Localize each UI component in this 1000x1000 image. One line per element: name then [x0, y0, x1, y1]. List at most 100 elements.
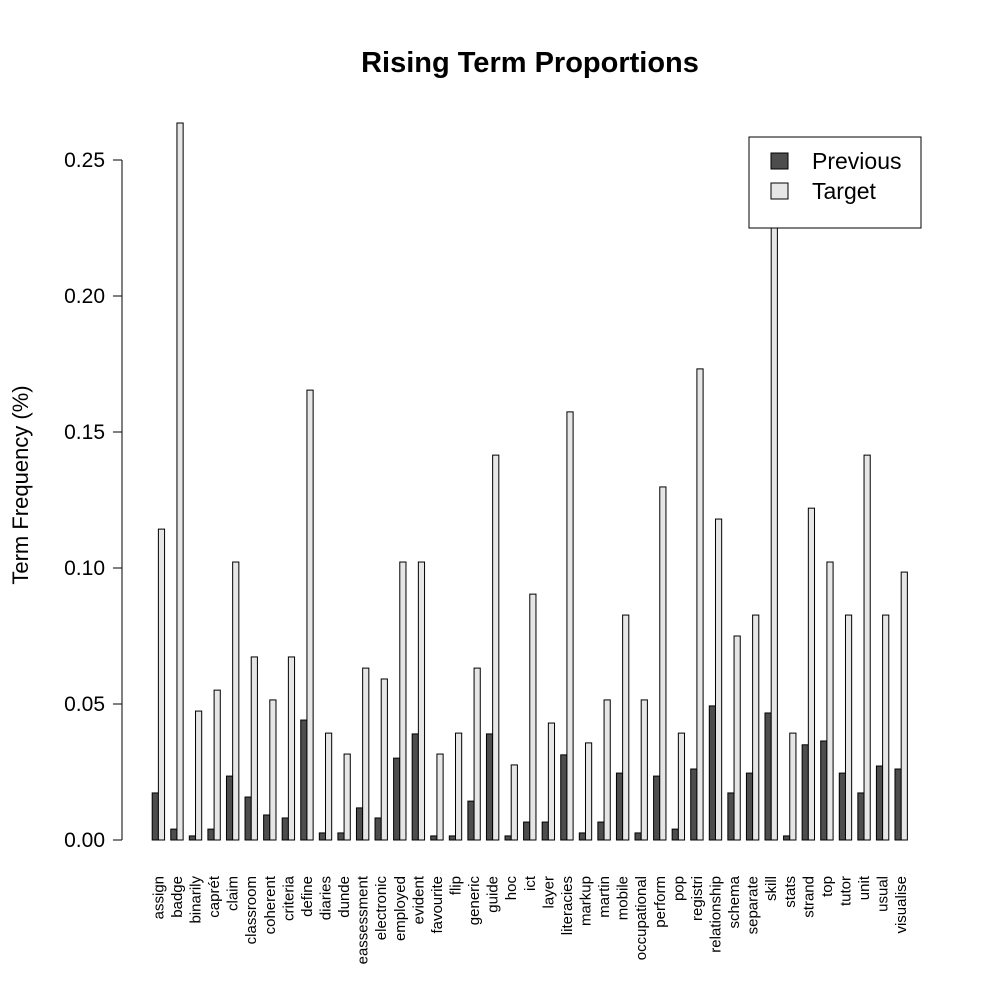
y-tick-label: 0.05: [64, 693, 105, 716]
bar: [541, 821, 549, 841]
legend-label: Target: [812, 178, 877, 204]
legend-swatch: [770, 152, 789, 170]
bar: [603, 699, 611, 841]
bar: [467, 800, 475, 841]
bar: [269, 699, 277, 841]
bar: [287, 656, 296, 841]
bar: [894, 768, 902, 841]
bar: [325, 732, 333, 841]
bar: [560, 754, 568, 841]
bar: [523, 821, 531, 841]
x-tick-label: schema: [726, 875, 743, 928]
y-tick-label: 0.25: [64, 149, 105, 172]
bar: [374, 817, 382, 841]
x-tick-label: literacies: [559, 876, 576, 935]
bar: [882, 614, 890, 841]
x-tick-label: favourite: [429, 876, 446, 934]
x-tick-label: badge: [169, 876, 186, 918]
bar: [355, 807, 364, 841]
bar: [727, 792, 735, 841]
y-tick-label: 0.20: [64, 285, 105, 308]
bar: [492, 454, 500, 841]
bar: [473, 667, 481, 841]
bar: [510, 764, 518, 841]
bar: [244, 796, 252, 841]
bar: [213, 689, 221, 841]
x-tick-label: flip: [448, 876, 465, 895]
bar: [714, 518, 723, 841]
bar: [195, 710, 203, 841]
bar: [281, 817, 289, 841]
x-tick-label: coherent: [262, 875, 279, 934]
x-tick-label: layer: [540, 876, 557, 909]
bar: [863, 454, 871, 841]
chart-title: Rising Term Proportions: [361, 47, 699, 79]
x-tick-label: pop: [670, 876, 687, 901]
x-tick-label: markup: [577, 876, 594, 926]
x-tick-label: martin: [596, 876, 613, 918]
bar: [300, 719, 308, 841]
x-tick-label: dunde: [336, 876, 353, 918]
bar: [690, 768, 698, 841]
bar: [745, 772, 754, 841]
bar: [529, 593, 537, 841]
y-axis-label: Term Frequency (%): [8, 385, 33, 584]
bar: [752, 614, 760, 841]
bar: [801, 744, 809, 841]
bar: [807, 507, 816, 841]
x-tick-label: top: [819, 876, 836, 897]
bar: [170, 828, 178, 841]
legend-label: Previous: [812, 148, 901, 174]
bar: [597, 821, 605, 841]
bar: [677, 732, 686, 841]
bar: [708, 705, 716, 841]
bar: [455, 732, 463, 841]
bar: [634, 832, 642, 841]
bar: [789, 732, 797, 841]
bar: [151, 792, 159, 841]
bar: [306, 389, 314, 841]
x-tick-label: generic: [466, 876, 483, 926]
x-tick-label: hoc: [503, 876, 520, 901]
bar: [504, 835, 512, 841]
x-tick-label: claim: [225, 876, 242, 911]
y-tick-label: 0.00: [64, 829, 105, 852]
bar: [232, 561, 240, 841]
legend-swatch: [770, 182, 789, 200]
bar: [733, 635, 741, 841]
bar: [430, 835, 438, 841]
bar: [399, 561, 407, 841]
bar: [448, 835, 456, 841]
bar: [578, 832, 586, 841]
x-tick-label: registri: [689, 876, 706, 921]
bar: [770, 197, 778, 841]
bar: [653, 775, 661, 841]
bar: [157, 528, 166, 841]
x-tick-label: evident: [410, 875, 427, 924]
bar: [436, 753, 444, 841]
x-tick-label: relationship: [707, 876, 724, 953]
x-tick-label: strand: [800, 876, 817, 918]
x-tick-label: mobile: [615, 876, 632, 920]
bar: [337, 832, 345, 841]
bar: [838, 772, 846, 841]
bar: [547, 722, 556, 841]
bar: [857, 792, 865, 841]
bar: [900, 571, 908, 841]
x-tick-label: binarily: [188, 876, 205, 924]
bar: [826, 561, 834, 841]
x-tick-label: electronic: [373, 876, 390, 941]
bar: [844, 614, 853, 841]
x-tick-label: separate: [745, 876, 762, 934]
x-tick-label: guide: [485, 876, 502, 913]
bar: [615, 772, 624, 841]
bar: [783, 835, 791, 841]
bar: [659, 486, 667, 841]
x-tick-label: employed: [392, 876, 409, 941]
bar: [225, 775, 234, 841]
bar: [764, 712, 772, 841]
bar: [380, 678, 388, 841]
x-tick-label: diaries: [318, 876, 335, 920]
x-tick-label: criteria: [280, 875, 297, 921]
